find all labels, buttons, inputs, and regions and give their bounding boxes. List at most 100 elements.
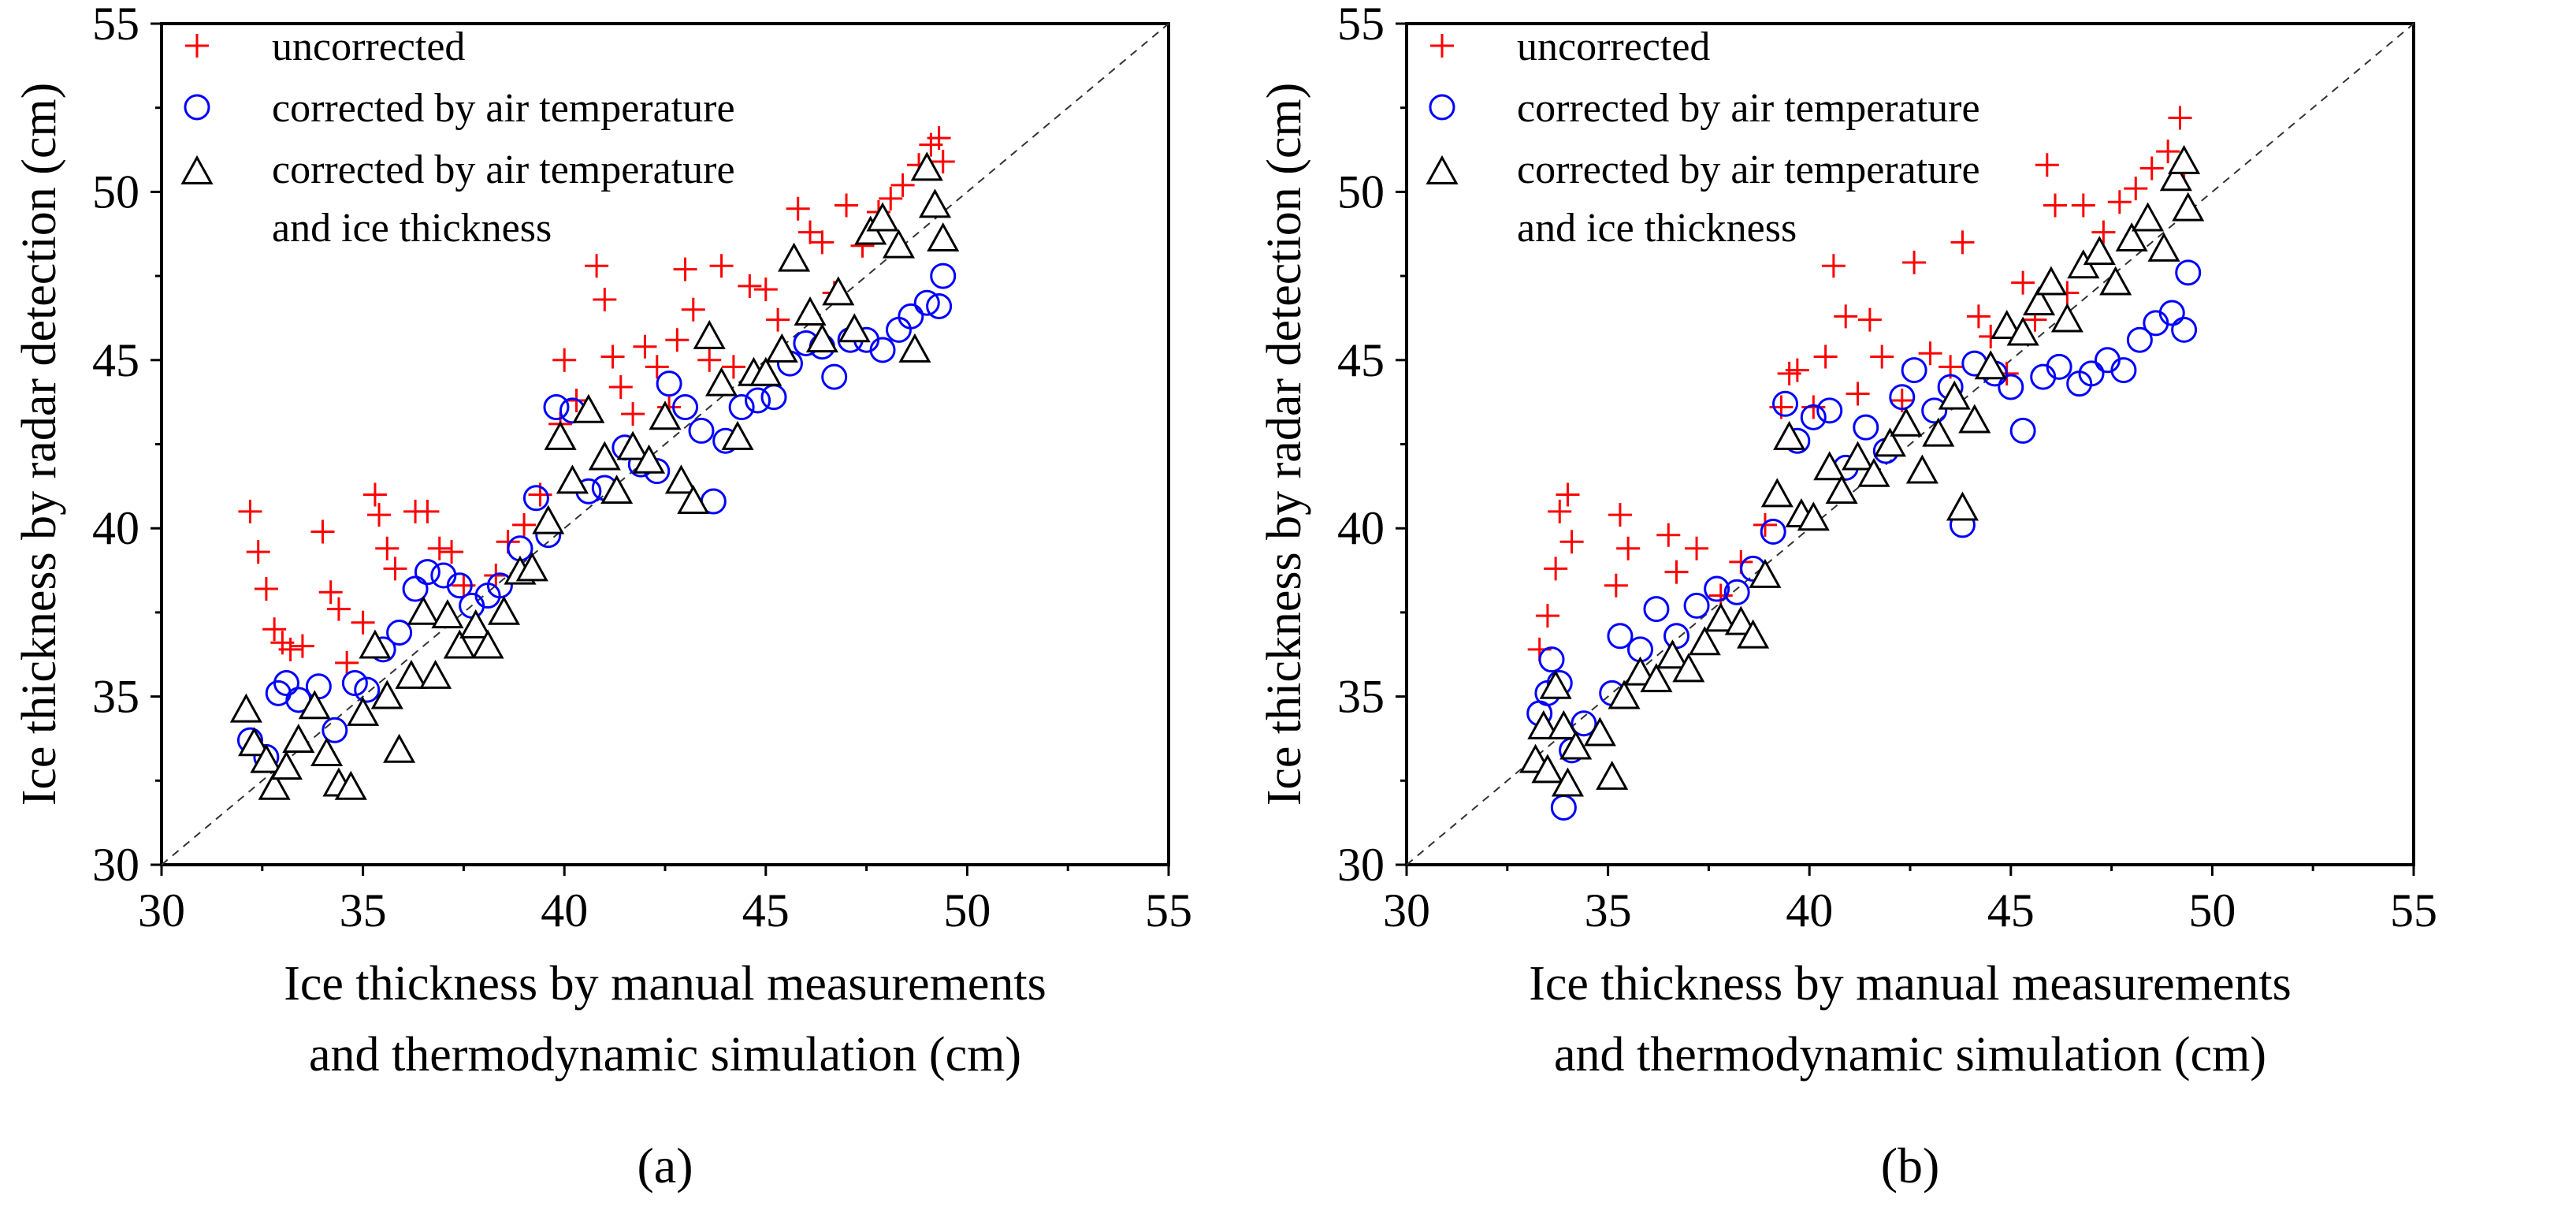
data-point-triangle xyxy=(2006,316,2039,346)
data-point-triangle xyxy=(693,319,726,349)
data-point-triangle xyxy=(1922,417,1955,447)
data-point-triangle xyxy=(1704,602,1738,632)
data-point-triangle xyxy=(794,296,827,326)
data-point-plus xyxy=(890,173,915,197)
data-point-triangle xyxy=(1551,767,1585,797)
data-point-triangle xyxy=(910,151,943,181)
data-point-triangle xyxy=(1958,404,1991,434)
y-axis-title: Ice thickness by radar detection (cm) xyxy=(1258,83,1311,806)
data-point-triangle xyxy=(1991,310,2024,340)
data-point-circle xyxy=(672,394,699,421)
data-point-plus xyxy=(262,617,287,642)
data-point-plus xyxy=(621,402,645,426)
y-tick-label: 45 xyxy=(92,334,139,386)
data-point-circle xyxy=(688,417,715,444)
y-tick-label: 55 xyxy=(92,0,139,50)
data-point-plus xyxy=(2035,153,2059,177)
legend-circle-marker xyxy=(1429,94,1455,121)
data-point-plus xyxy=(1857,307,1882,332)
data-point-triangle xyxy=(2147,232,2180,262)
data-point-triangle xyxy=(778,242,811,272)
legend-marker-corrected-air xyxy=(184,94,210,121)
data-point-plus xyxy=(593,287,617,311)
data-point-plus xyxy=(1785,358,1809,382)
data-point-triangle xyxy=(664,464,697,494)
data-point-plus xyxy=(1753,512,1777,537)
legend-label-corrected-air: corrected by air temperature xyxy=(1517,86,1980,131)
data-point-triangle xyxy=(616,430,649,460)
data-point-triangle xyxy=(1873,427,1906,457)
x-tick-label: 55 xyxy=(2390,884,2437,936)
legend: uncorrected corrected by air temperature… xyxy=(1426,24,1980,251)
data-point-plus xyxy=(633,334,657,359)
data-point-triangle xyxy=(1583,717,1616,747)
legend-label-corrected-air-ice-line1: corrected by air temperature xyxy=(272,147,735,192)
data-point-circle xyxy=(486,572,513,599)
y-tick-label: 50 xyxy=(1337,166,1385,218)
series-triangle xyxy=(229,151,960,800)
data-point-circle xyxy=(1889,384,1916,411)
data-point-triangle xyxy=(2115,222,2148,252)
panel-b: 30 35 40 45 50 55 30 35 40 45 50 55 uncorrected co… xyxy=(1258,0,2437,1193)
data-point-plus xyxy=(721,355,745,379)
data-point-triangle xyxy=(1974,350,2007,380)
data-point-plus xyxy=(2043,193,2068,218)
data-point-plus xyxy=(1604,573,1628,598)
data-point-circle xyxy=(1760,518,1786,545)
data-point-plus xyxy=(310,519,335,544)
x-tick-label: 40 xyxy=(541,884,588,936)
y-axis-ticks: 30 35 40 45 50 55 xyxy=(92,0,162,891)
data-point-triangle xyxy=(532,505,565,534)
data-point-plus xyxy=(290,634,314,658)
legend-label-corrected-air-ice-line1: corrected by air temperature xyxy=(1517,147,1980,192)
data-point-plus xyxy=(786,196,810,221)
data-point-circle xyxy=(898,303,924,330)
data-point-triangle xyxy=(649,400,682,430)
data-point-circle xyxy=(1571,710,1597,737)
data-point-triangle xyxy=(2168,144,2201,174)
y-tick-label: 50 xyxy=(92,166,139,218)
data-point-plus xyxy=(1656,523,1681,547)
data-point-circle xyxy=(728,394,755,421)
data-point-plus xyxy=(738,274,762,298)
series-plus xyxy=(238,126,955,675)
data-point-triangle xyxy=(677,484,710,514)
data-point-triangle xyxy=(721,420,754,450)
data-point-triangle xyxy=(633,444,666,474)
data-point-circle xyxy=(656,370,682,397)
data-point-plus xyxy=(600,344,625,369)
x-tick-label: 50 xyxy=(2188,884,2236,936)
data-point-triangle xyxy=(556,464,589,494)
data-point-triangle xyxy=(749,356,782,386)
data-point-triangle xyxy=(2023,286,2056,316)
data-point-circle xyxy=(273,670,299,697)
x-axis-title-line1: Ice thickness by manual measurements xyxy=(1529,957,2292,1011)
data-point-triangle xyxy=(882,229,916,259)
series-circle xyxy=(1526,259,2202,821)
data-point-plus xyxy=(2156,140,2180,164)
data-point-plus xyxy=(1821,254,1846,278)
data-point-plus xyxy=(238,499,262,523)
legend-marker-corrected-air-ice xyxy=(1426,155,1459,184)
data-point-plus xyxy=(367,503,392,527)
data-point-triangle xyxy=(1857,457,1890,487)
data-point-plus xyxy=(810,230,835,255)
data-point-circle xyxy=(322,717,348,743)
data-point-circle xyxy=(446,572,473,599)
y-tick-label: 40 xyxy=(92,502,139,554)
data-point-circle xyxy=(745,387,771,414)
data-point-circle xyxy=(2158,300,2185,326)
panel-a: 30 35 40 45 50 55 30 35 40 45 50 55 uncorrected co… xyxy=(13,0,1192,1193)
data-points xyxy=(229,126,960,800)
legend-marker-corrected-air-ice xyxy=(180,155,214,184)
data-point-plus xyxy=(1801,395,1826,419)
data-point-triangle xyxy=(805,323,838,353)
y-axis-ticks: 30 35 40 45 50 55 xyxy=(1337,0,1407,891)
data-point-circle xyxy=(1772,390,1799,417)
legend-label-corrected-air-ice-line2: and ice thickness xyxy=(1517,206,1797,251)
data-point-triangle xyxy=(1737,619,1770,649)
data-point-triangle xyxy=(1760,478,1794,508)
data-point-plus xyxy=(1548,499,1572,523)
data-point-circle xyxy=(402,575,429,602)
x-tick-label: 50 xyxy=(943,884,991,936)
